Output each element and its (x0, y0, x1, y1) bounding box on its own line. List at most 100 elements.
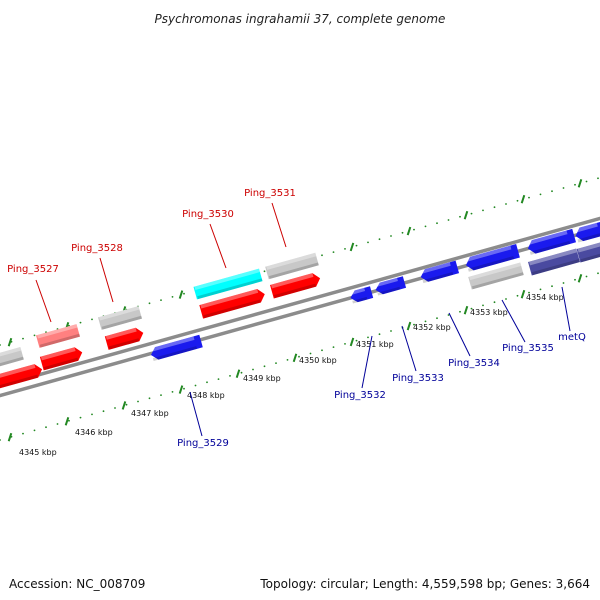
position-dot (91, 413, 93, 416)
feature-cyan (193, 268, 263, 300)
position-dot (447, 314, 450, 316)
position-dot (183, 387, 185, 390)
position-dot (309, 352, 312, 355)
position-dot (344, 343, 346, 345)
position-dot (45, 426, 47, 429)
tick-mark (406, 321, 412, 331)
position-dot (436, 317, 438, 320)
position-dot (56, 423, 59, 425)
feature-blue (374, 276, 407, 296)
feature-grey (0, 347, 24, 373)
position-dot (344, 248, 346, 250)
tick-mark (577, 179, 583, 188)
position-dot (321, 254, 323, 257)
tick-label-4347: 4347 kbp (131, 409, 169, 418)
position-dot (332, 251, 335, 254)
position-dot (125, 403, 128, 406)
position-dot (597, 177, 599, 180)
position-dot (424, 225, 427, 228)
feature-red (199, 289, 265, 319)
position-dot (183, 292, 185, 295)
tick-mark (235, 369, 241, 378)
position-dot (482, 209, 484, 212)
tick-label-4354: 4354 kbp (526, 293, 564, 302)
position-dot (217, 378, 220, 380)
position-dot (102, 410, 105, 413)
feature-blue (349, 286, 374, 304)
tick-label-4351: 4351 kbp (356, 340, 394, 349)
position-dot (22, 432, 24, 435)
tick-mark (178, 385, 184, 394)
position-dot (470, 307, 473, 310)
tick-mark (463, 305, 469, 315)
feature-red (0, 364, 43, 390)
tick-mark (178, 290, 184, 299)
leader-ping_3533 (401, 325, 417, 372)
gene-label-ping-3531: Ping_3531 (244, 188, 296, 199)
position-dot (436, 222, 438, 225)
gene-label-metq: metQ (558, 332, 586, 343)
position-dot (160, 299, 162, 301)
position-dot (574, 183, 576, 186)
position-dot (528, 196, 530, 199)
position-dot (321, 349, 323, 352)
position-dot (0, 344, 1, 346)
position-dot (470, 212, 473, 215)
leader-ping_3535 (501, 299, 526, 343)
gene-labels: Ping_3527 Ping_3528 Ping_3530 Ping_3531 Ping… (7, 188, 586, 449)
tick-mark (64, 417, 70, 426)
position-dot (539, 193, 542, 196)
tick-mark (349, 337, 355, 347)
position-dot (597, 272, 599, 275)
position-dot (516, 294, 519, 297)
position-dot (447, 219, 450, 221)
leader-ping_3530 (209, 223, 227, 269)
position-dot (33, 429, 36, 432)
leader-ping_3527 (35, 279, 52, 323)
feature-grey (468, 262, 524, 290)
gene-label-ping-3533: Ping_3533 (392, 373, 444, 384)
tick-mark (349, 242, 355, 252)
feature-grey (98, 306, 142, 330)
position-dot (367, 241, 369, 244)
position-dot (171, 391, 174, 393)
tick-label-4353: 4353 kbp (470, 308, 508, 317)
gene-label-ping-3527: Ping_3527 (7, 264, 59, 275)
tick-mark (292, 353, 298, 363)
position-dot (413, 323, 415, 326)
position-dot (355, 244, 358, 247)
gene-features (0, 221, 600, 390)
position-dot (585, 180, 588, 183)
feature-slate (576, 241, 600, 263)
position-dot (22, 337, 24, 340)
position-dot (355, 339, 358, 342)
position-dot (79, 321, 82, 324)
position-dot (574, 278, 576, 281)
position-dot (148, 397, 151, 400)
gene-label-ping-3529: Ping_3529 (177, 438, 229, 449)
position-dot (148, 302, 151, 305)
gene-label-ping-3534: Ping_3534 (448, 358, 500, 369)
feature-slate (528, 248, 580, 276)
leader-ping_3529 (189, 391, 203, 437)
feature-blue (150, 334, 203, 361)
tick-label-4345: 4345 kbp (19, 448, 57, 457)
position-dot (413, 228, 415, 231)
position-dot (275, 362, 277, 364)
feature-grey (265, 252, 319, 280)
leader-ping_3528 (99, 257, 114, 303)
position-dot (424, 320, 427, 323)
gene-label-ping-3532: Ping_3532 (334, 390, 386, 401)
position-dot (298, 355, 300, 358)
position-dot (378, 238, 381, 241)
position-dot (378, 333, 381, 336)
position-dot (160, 394, 162, 396)
tick-mark (520, 289, 526, 299)
position-dot (562, 187, 565, 189)
position-dot (505, 203, 507, 205)
position-dot (459, 310, 461, 313)
position-dot (493, 301, 496, 304)
topology-text: Topology: circular; Length: 4,559,598 bp… (260, 577, 590, 591)
leader-ping_3531 (271, 202, 287, 248)
position-dot (286, 359, 289, 361)
